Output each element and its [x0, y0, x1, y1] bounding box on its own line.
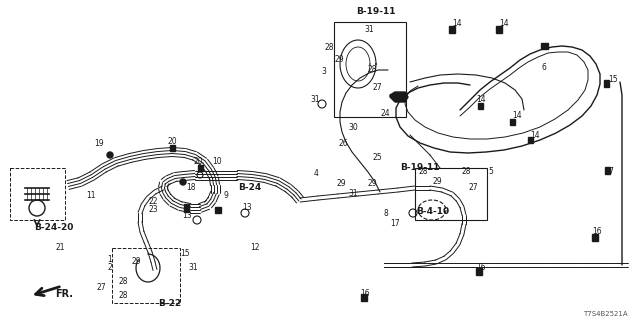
Text: 15: 15 [608, 76, 618, 84]
Text: 22: 22 [148, 197, 158, 206]
Text: 13: 13 [242, 204, 252, 212]
Text: 27: 27 [97, 284, 106, 292]
Text: B-19-11: B-19-11 [400, 163, 440, 172]
Text: 27: 27 [468, 183, 478, 193]
Text: 29: 29 [337, 180, 346, 188]
Text: 18: 18 [186, 183, 196, 193]
Bar [510, 119, 515, 125]
Text: 2: 2 [108, 263, 112, 273]
Bar [592, 234, 598, 241]
Bar [361, 294, 367, 301]
Bar [605, 167, 610, 174]
Text: 11: 11 [86, 191, 96, 201]
Bar [496, 26, 502, 33]
Text: T7S4B2521A: T7S4B2521A [584, 311, 628, 317]
Text: 7: 7 [608, 167, 613, 177]
Bar [170, 145, 175, 151]
Text: 31: 31 [364, 26, 374, 35]
Text: 29: 29 [433, 178, 442, 187]
Text: 27: 27 [372, 84, 382, 92]
Circle shape [180, 179, 186, 185]
Text: 15: 15 [180, 250, 189, 259]
Text: 14: 14 [476, 95, 486, 105]
Bar [415, 168, 487, 220]
Text: 17: 17 [390, 220, 399, 228]
Text: 28: 28 [324, 44, 334, 52]
Text: 29: 29 [132, 258, 141, 267]
Text: 20: 20 [194, 157, 204, 166]
Bar [449, 26, 455, 33]
Text: 8: 8 [384, 210, 388, 219]
Bar [604, 80, 609, 87]
Text: 10: 10 [212, 157, 221, 166]
Text: 14: 14 [530, 132, 540, 140]
Circle shape [107, 152, 113, 158]
Text: 24: 24 [380, 109, 390, 118]
Text: 31: 31 [188, 263, 198, 273]
Text: 16: 16 [592, 228, 602, 236]
Text: 12: 12 [250, 244, 259, 252]
Text: B-4-10: B-4-10 [416, 206, 449, 215]
Text: 31: 31 [348, 189, 358, 198]
Text: 16: 16 [360, 289, 370, 298]
Text: 14: 14 [499, 20, 509, 28]
Text: 14: 14 [452, 20, 461, 28]
Bar [476, 268, 482, 275]
Text: 28: 28 [118, 291, 128, 300]
Text: 26: 26 [339, 140, 348, 148]
Text: 28: 28 [368, 66, 378, 75]
Bar [184, 204, 189, 212]
Text: B-24-20: B-24-20 [34, 223, 74, 233]
Text: 28: 28 [462, 167, 472, 177]
Text: 4: 4 [313, 170, 318, 179]
Text: 13: 13 [182, 211, 192, 220]
Text: 30: 30 [348, 124, 358, 132]
Text: B-19-11: B-19-11 [356, 6, 396, 15]
Text: 31: 31 [310, 95, 320, 105]
Bar [198, 165, 203, 171]
Text: FR.: FR. [55, 289, 73, 299]
Polygon shape [390, 92, 408, 102]
Text: 29: 29 [334, 55, 344, 65]
Text: 16: 16 [476, 263, 486, 273]
Text: 28: 28 [118, 277, 128, 286]
Bar [541, 43, 548, 49]
Text: 29: 29 [368, 180, 378, 188]
Text: 19: 19 [94, 140, 104, 148]
Text: 21: 21 [56, 244, 65, 252]
Text: 1: 1 [108, 255, 112, 265]
Text: 9: 9 [224, 191, 229, 201]
Text: 28: 28 [419, 167, 428, 177]
Text: 25: 25 [372, 154, 382, 163]
Text: 20: 20 [168, 138, 178, 147]
Bar [478, 103, 483, 109]
Bar [334, 22, 406, 117]
Text: B-22: B-22 [158, 299, 181, 308]
Bar [528, 137, 533, 143]
Bar [10, 168, 65, 220]
Bar [215, 207, 221, 213]
Bar [112, 248, 180, 303]
Text: B-24: B-24 [238, 182, 261, 191]
Text: 23: 23 [148, 205, 158, 214]
Text: 3: 3 [321, 68, 326, 76]
Text: 14: 14 [512, 111, 522, 121]
Text: 5: 5 [488, 167, 493, 177]
Text: 6: 6 [542, 63, 547, 73]
